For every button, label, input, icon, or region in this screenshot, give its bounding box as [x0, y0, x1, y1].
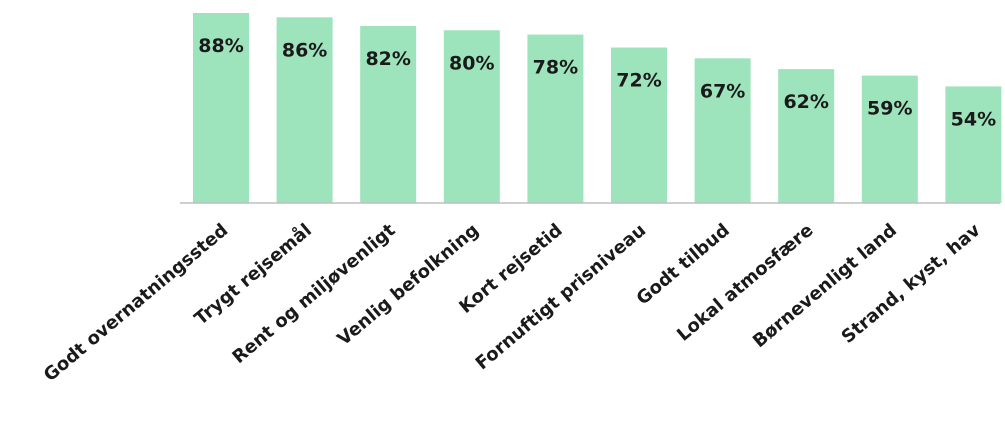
bar	[861, 75, 918, 203]
bar	[694, 58, 751, 203]
bar	[527, 34, 584, 203]
bar	[276, 17, 333, 204]
value-label: 86%	[282, 39, 327, 61]
value-label: 78%	[533, 57, 578, 79]
bar	[945, 86, 1002, 203]
x-tick-label: Rent og miljøvenligt	[228, 219, 399, 367]
value-label: 88%	[198, 35, 243, 57]
bar	[611, 47, 667, 203]
value-label: 67%	[700, 80, 745, 102]
x-tick-label: Venlig befolkning	[333, 220, 483, 350]
value-label: 80%	[449, 52, 494, 74]
x-tick-label: Fornuftigt prisniveau	[472, 220, 650, 375]
value-label: 82%	[365, 48, 410, 70]
bar	[360, 25, 417, 204]
value-label: 54%	[951, 108, 996, 130]
bar	[443, 30, 500, 203]
x-tick-label: Børnevenligt land	[749, 220, 901, 352]
value-label: 62%	[783, 91, 828, 113]
bar	[778, 69, 835, 204]
value-label: 72%	[616, 70, 661, 92]
x-tick-label: Lokal atmosfære	[673, 220, 817, 346]
value-label: 59%	[867, 98, 912, 120]
bar	[193, 13, 249, 203]
x-tick-label: Strand, kyst, hav	[838, 220, 985, 348]
